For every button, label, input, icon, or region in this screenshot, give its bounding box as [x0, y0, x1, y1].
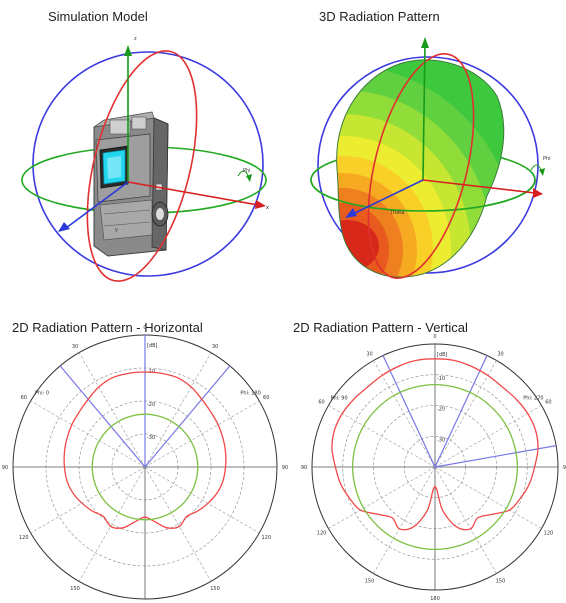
panel-title-vertical: 2D Radiation Pattern - Vertical [293, 320, 468, 335]
polar-chart-horizontal: 0306090120150180150120906030-10-20-30[dB… [2, 325, 288, 600]
polar-spoke [434, 466, 542, 529]
polar-angle-label: 120 [261, 535, 271, 541]
device-model [93, 111, 169, 257]
phi-arrow [237, 170, 249, 177]
polar-angle-label: 30 [497, 352, 503, 358]
z-axis [422, 43, 426, 181]
polar-spoke [144, 466, 212, 582]
polar-angle-label: 30 [212, 344, 218, 350]
polar-spoke [78, 466, 146, 582]
y-axis-label: y [115, 227, 118, 233]
polar-radial-label: -10 [437, 376, 445, 382]
beam-direction-line [382, 355, 436, 468]
polar-spoke [78, 352, 146, 468]
polar-radial-label: -20 [147, 402, 155, 408]
polar-angle-label: 90 [2, 465, 8, 471]
polar-angle-label: 90 [282, 465, 288, 471]
red-ring [86, 50, 198, 282]
polar-spoke [434, 466, 497, 574]
beam-direction-line [144, 365, 231, 468]
theta-label: Theta [389, 210, 404, 216]
pattern-curve-green [91, 413, 199, 521]
polar-chart-vertical: 0 30 60 90 120 150 180 150 120 90 60 30 -10 -20 -30 [dB… [301, 334, 566, 602]
polar-angle-label: 90 [563, 465, 566, 471]
beam-direction-line [434, 445, 557, 468]
polar-angle-label: 30 [366, 352, 372, 358]
pattern-curve-green [351, 383, 519, 551]
phi-right-label: Phi: 180 [240, 390, 260, 396]
polar-radial-label: -30 [147, 435, 155, 441]
polar-angle-label: 90 [301, 465, 307, 471]
polar-horizontal-panel: 2D Radiation Pattern - Horizontal 0 30 60 9… [0, 300, 288, 603]
polar-spoke [30, 466, 146, 534]
polar-spoke [328, 466, 436, 529]
panel-title-3d-pattern: 3D Radiation Pattern [319, 9, 440, 24]
simulation-model-panel: Simulation Model z [0, 0, 283, 300]
polar-angle-label: 60 [263, 395, 269, 401]
beam-direction-line [59, 365, 146, 468]
polar-angle-label: 150 [496, 578, 506, 584]
polar-spoke [373, 466, 436, 574]
x-axis [422, 179, 536, 194]
polar-spoke [30, 400, 146, 468]
y-axis [352, 179, 424, 215]
phi-label: Phi [543, 156, 551, 162]
polar-spoke [434, 405, 542, 468]
x-axis-label: x [266, 205, 269, 211]
polar-spoke [144, 352, 212, 468]
red-ring [367, 53, 475, 279]
polar-spoke [434, 360, 497, 468]
phi-left-label: Phi: 90 [330, 395, 347, 401]
blue-ring [32, 51, 264, 277]
z-axis-label: z [134, 36, 137, 42]
polar-radial-label: -30 [437, 437, 445, 443]
polar-unit-label: [dB] [437, 352, 448, 358]
phi-left-label: Phi: 0 [35, 390, 49, 396]
polar-angle-label: 120 [317, 531, 327, 537]
polar-angle-label: 0 [433, 334, 436, 340]
polar-angle-label: 150 [70, 586, 80, 592]
polar-angle-label: 60 [318, 400, 324, 406]
panel-title-simulation-model: Simulation Model [48, 9, 148, 24]
polar-vertical-panel: 2D Radiation Pattern - Vertical 0 30 60 90 1… [283, 300, 566, 603]
polar-spoke [373, 360, 436, 468]
phi-label: Phi [243, 168, 251, 174]
beam-direction-line [434, 355, 488, 468]
x-axis [127, 181, 259, 206]
pattern-curve-red [331, 358, 539, 531]
phi-arrow [530, 164, 542, 171]
pattern-curve-red [63, 371, 227, 529]
polar-angle-label: 60 [545, 400, 551, 406]
polar-angle-label: 120 [544, 531, 554, 537]
polar-angle-label: 150 [210, 586, 220, 592]
polar-spoke [144, 400, 260, 468]
panel-title-horizontal: 2D Radiation Pattern - Horizontal [12, 320, 203, 335]
polar-angle-label: 60 [21, 395, 27, 401]
polar-angle-label: 180 [430, 596, 440, 602]
polar-radial-label: -20 [437, 407, 445, 413]
polar-angle-label: 30 [72, 344, 78, 350]
polar-angle-label: 120 [19, 535, 29, 541]
polar-angle-label: 150 [365, 578, 375, 584]
polar-angle-label: 0 [143, 325, 146, 331]
phi-right-label: Phi: 270 [523, 395, 543, 401]
polar-spoke [144, 466, 260, 534]
y-axis [65, 181, 129, 229]
green-ring-front [310, 179, 536, 212]
polar-spoke [328, 405, 436, 468]
radiation-3d-panel: 3D Radiation Pattern [283, 0, 566, 300]
simulation-model-view: z x y Phi [21, 36, 269, 282]
radiation-3d-view: Phi Theta [310, 37, 551, 279]
polar-unit-label: [dB] [147, 343, 158, 349]
